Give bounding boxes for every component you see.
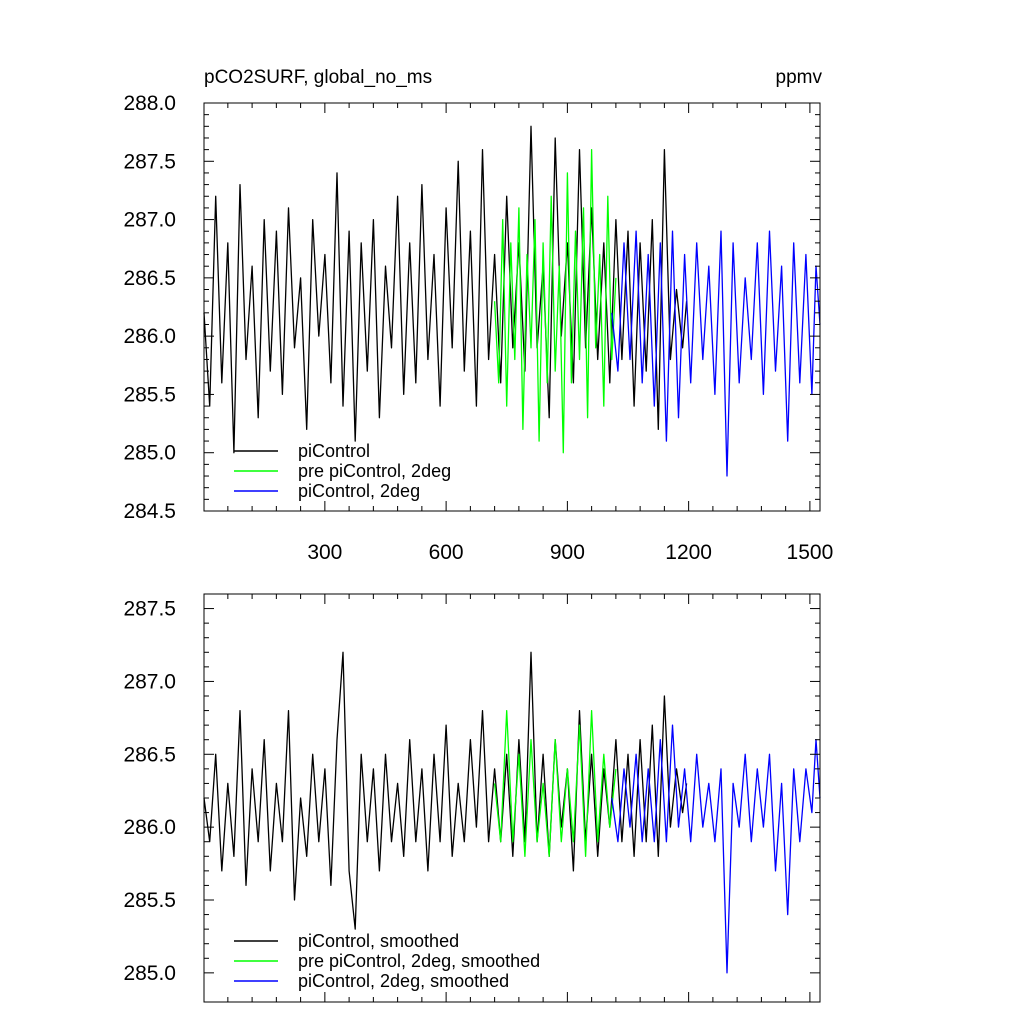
top-xtick-label: 600 (429, 541, 464, 564)
top-ytick-label: 286.0 (123, 325, 176, 348)
bottom-legend-label-picontrol-2deg-smoothed: piControl, 2deg, smoothed (298, 971, 509, 991)
bottom-legend-label-pre-picontrol-2deg-smoothed: pre piControl, 2deg, smoothed (298, 951, 540, 971)
top-ytick-label: 285.0 (123, 442, 176, 465)
top-xtick-label: 300 (307, 541, 342, 564)
top-panel-frame (203, 102, 821, 512)
top-series-line-picontrol (203, 125, 688, 454)
top-panel-units: ppmv (776, 67, 823, 88)
bottom-series-line-pre-picontrol-2deg-smoothed (493, 709, 617, 857)
bottom-ytick-label: 286.5 (123, 743, 176, 766)
bottom-ytick-label: 287.0 (123, 670, 176, 693)
top-panel-axes: 284.5 285.0 285.5 286.0 286.5 287.0 287.5 288.0… (123, 92, 833, 564)
top-panel: pCO2SURF, global_no_ms ppmv piControlpre… (123, 67, 833, 564)
bottom-ytick-label: 287.5 (123, 598, 176, 621)
top-series-line-pre-picontrol-2deg (493, 148, 617, 454)
top-xtick-label: 900 (550, 541, 585, 564)
bottom-ytick-label: 285.5 (123, 889, 176, 912)
bottom-panel-series-group (203, 651, 821, 974)
top-xtick-label: 1500 (787, 541, 834, 564)
top-panel-series-group (203, 125, 821, 477)
top-panel-title: pCO2SURF, global_no_ms (204, 67, 432, 88)
bottom-series-line-picontrol-2deg-smoothed (611, 724, 821, 974)
top-series-line-picontrol-2deg (611, 230, 821, 477)
top-ytick-label: 287.0 (123, 209, 176, 232)
bottom-ytick-label: 286.0 (123, 816, 176, 839)
top-legend-label-picontrol-2deg: piControl, 2deg (298, 481, 420, 501)
top-xtick-label: 1200 (665, 541, 712, 564)
top-ytick-label: 284.5 (123, 500, 176, 523)
top-ytick-label: 286.5 (123, 267, 176, 290)
top-ytick-label: 287.5 (123, 150, 176, 173)
bottom-panel-axes: 285.0 285.5 286.0 286.5 287.0 287.5 (123, 594, 820, 1002)
top-legend-label-pre-picontrol-2deg: pre piControl, 2deg (298, 461, 451, 481)
bottom-panel-frame (203, 593, 821, 1003)
top-ytick-label: 285.5 (123, 383, 176, 406)
bottom-legend-label-picontrol-smoothed: piControl, smoothed (298, 931, 459, 951)
top-ytick-label: 288.0 (123, 92, 176, 115)
top-legend-label-picontrol: piControl (298, 441, 370, 461)
bottom-ytick-label: 285.0 (123, 962, 176, 985)
